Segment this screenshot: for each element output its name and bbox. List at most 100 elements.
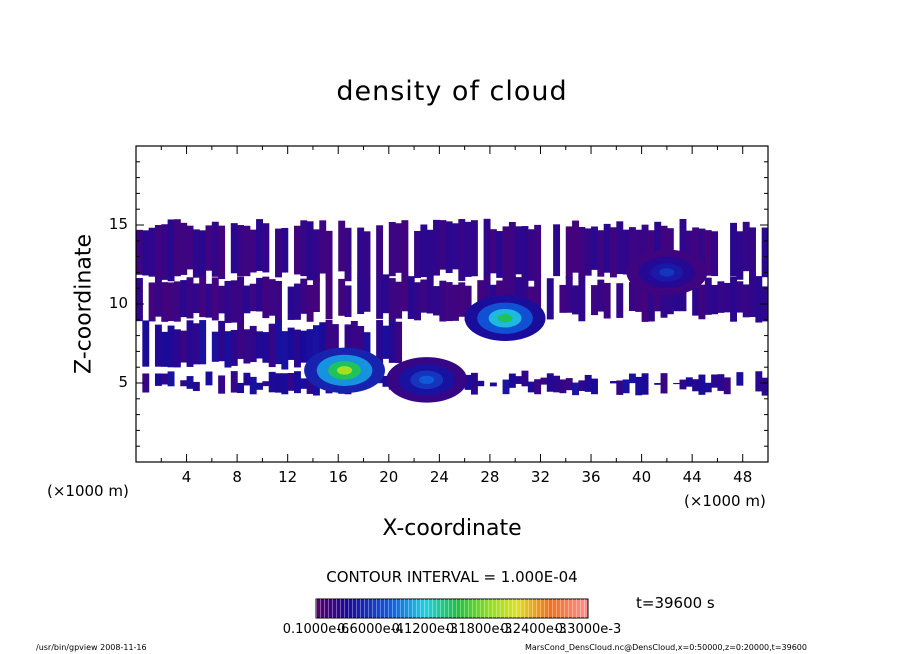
cloud-cell-mid bbox=[237, 276, 245, 323]
cloud-cell-upper bbox=[654, 221, 662, 271]
cloud-cell-low bbox=[306, 371, 314, 394]
cloud-cell-lower-left bbox=[180, 330, 188, 363]
cloud-cell-upper bbox=[603, 223, 611, 273]
x-unit-left: (×1000 m) bbox=[47, 482, 129, 500]
cloud-field bbox=[136, 218, 768, 403]
cloud-cell-mid bbox=[224, 280, 232, 323]
cloud-cell-mid bbox=[654, 284, 662, 312]
cloud-cell-upper bbox=[414, 230, 421, 279]
cloud-cell-lower-left bbox=[224, 331, 232, 368]
cloud-cell-upper bbox=[154, 225, 162, 281]
x-tick-label: 36 bbox=[581, 468, 601, 486]
cloud-cell-low bbox=[679, 379, 687, 390]
cloud-cell-low bbox=[237, 382, 245, 394]
x-tick-label: 44 bbox=[682, 468, 702, 486]
cloud-cell-lower-left bbox=[344, 324, 352, 361]
cloud-cell-mid bbox=[692, 282, 700, 316]
cloud-cell-mid bbox=[660, 276, 668, 318]
cloud-cell-mid bbox=[230, 280, 238, 323]
cloud-cell-mid bbox=[666, 285, 674, 315]
cloud-cell-mid bbox=[445, 282, 453, 322]
cloud-cell-upper bbox=[167, 219, 175, 282]
cloud-cell-upper bbox=[641, 224, 649, 273]
cloud-cell-low bbox=[218, 375, 226, 394]
cloud-cell-mid bbox=[439, 280, 447, 322]
cloud-cell-mid bbox=[363, 278, 371, 312]
colorbar-bands bbox=[316, 599, 588, 618]
cloud-cell-lower-left bbox=[376, 320, 384, 368]
cloud-cell-mid bbox=[414, 282, 421, 321]
cloud-cell-low bbox=[591, 378, 598, 395]
cloud-cell-low bbox=[268, 371, 276, 393]
cloud-cell-lower-left bbox=[186, 320, 194, 367]
cloud-cell-upper bbox=[698, 228, 706, 275]
cloud-cell-upper bbox=[458, 219, 466, 281]
cloud-cell-lower-left bbox=[281, 331, 289, 370]
cloud-cell-mid bbox=[167, 282, 175, 322]
cloud-cell-low bbox=[275, 373, 282, 393]
cloud-cell-low bbox=[717, 374, 725, 391]
axis-ticks bbox=[136, 146, 768, 462]
y-tick-label: 10 bbox=[108, 294, 128, 312]
cloud-cell-low bbox=[546, 373, 554, 392]
cloud-cell-upper bbox=[761, 227, 768, 278]
cloud-cell-mid bbox=[483, 274, 491, 313]
cloud-cell-upper bbox=[401, 220, 409, 281]
cloud-cell-lower-left bbox=[243, 329, 251, 364]
cloud-cell-low bbox=[755, 371, 763, 392]
cloud-cell-upper bbox=[319, 220, 327, 274]
cloud-cell-mid bbox=[344, 285, 352, 317]
cloud-cell-mid bbox=[641, 276, 649, 322]
cloud-cell-lower-left bbox=[382, 325, 390, 359]
cloud-cell-low bbox=[477, 380, 485, 387]
y-tick-label: 15 bbox=[108, 215, 128, 233]
cloud-cell-mid bbox=[515, 277, 523, 316]
x-axis-label: X-coordinate bbox=[382, 516, 522, 541]
cloud-cell-mid bbox=[312, 278, 320, 312]
x-unit-right: (×1000 m) bbox=[684, 492, 766, 510]
cloud-cell-upper bbox=[483, 218, 491, 276]
cloud-cell-low bbox=[312, 380, 320, 396]
cloud-cell-mid bbox=[325, 273, 333, 320]
cloud-cell-upper bbox=[679, 218, 687, 278]
cloud-cell-upper bbox=[470, 220, 478, 277]
cloud-cell-low bbox=[628, 373, 636, 384]
cloud-cell-mid bbox=[711, 284, 719, 315]
cloud-cell-mid bbox=[275, 280, 282, 322]
cloud-cell-mid bbox=[426, 276, 434, 314]
cloud-cell-mid bbox=[300, 278, 308, 314]
x-tick-label: 32 bbox=[530, 468, 551, 486]
cloud-cell-low bbox=[154, 373, 162, 386]
cloud-cell-low bbox=[578, 380, 586, 392]
cloud-cell-mid bbox=[704, 277, 712, 315]
cloud-cell-lower-left bbox=[357, 325, 365, 369]
cloud-cell-mid bbox=[382, 274, 390, 314]
cloud-cell-mid bbox=[205, 283, 213, 318]
colorbar-label: 0.1200e-3 bbox=[391, 622, 459, 637]
x-tick-label: 24 bbox=[429, 468, 449, 486]
cloud-cell-low bbox=[711, 374, 719, 388]
cloud-cell-low bbox=[489, 382, 497, 387]
footer-right: MarsCond_DensCloud.nc@DensCloud,x=0:5000… bbox=[525, 643, 807, 652]
cloud-cell-mid bbox=[262, 276, 270, 319]
cloud-cell-upper bbox=[534, 224, 542, 277]
cloud-cell-lower-left bbox=[388, 319, 396, 363]
cloud-maximum-1 bbox=[336, 366, 353, 375]
cloud-cell-upper bbox=[553, 224, 561, 277]
cloud-cell-mid bbox=[591, 285, 598, 316]
colorbar-label: 0.6000e-4 bbox=[337, 622, 404, 637]
cloud-cell-upper bbox=[180, 222, 188, 275]
colorbar-label: 0.3000e-3 bbox=[554, 622, 622, 637]
cloud-cell-mid bbox=[749, 274, 756, 318]
cloud-cell-low bbox=[565, 378, 573, 391]
cloud-cell-lower-left bbox=[325, 319, 333, 364]
cloud-cell-upper bbox=[597, 230, 605, 277]
cloud-cell-upper bbox=[300, 220, 308, 277]
cloud-cell-low bbox=[262, 381, 270, 387]
cloud-cell-low bbox=[186, 376, 194, 389]
cloud-cell-mid bbox=[148, 282, 156, 322]
cloud-cell-upper bbox=[660, 225, 668, 271]
cloud-cell-low bbox=[704, 382, 712, 393]
cloud-cell-lower-left bbox=[161, 331, 169, 367]
cloud-cell-low bbox=[572, 382, 579, 396]
